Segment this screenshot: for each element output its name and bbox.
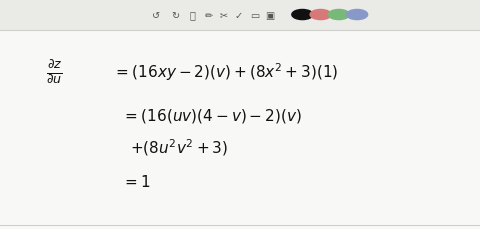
Text: ✏: ✏: [205, 11, 213, 20]
Text: ▣: ▣: [265, 11, 275, 20]
Text: ↺: ↺: [152, 11, 160, 20]
Bar: [0, 0, 480, 31]
Text: $= 1$: $= 1$: [122, 173, 151, 189]
Circle shape: [292, 10, 313, 20]
Text: ✓: ✓: [235, 11, 243, 20]
Text: ↻: ↻: [171, 11, 179, 20]
Text: $\frac{\partial z}{\partial u}$: $\frac{\partial z}{\partial u}$: [46, 58, 62, 86]
Text: ✂: ✂: [219, 11, 227, 20]
Text: $= (16(uv)(4-v)-2)(v)$: $= (16(uv)(4-v)-2)(v)$: [122, 107, 302, 125]
Circle shape: [347, 10, 368, 20]
Circle shape: [310, 10, 331, 20]
Text: $= (16xy-2)(v) + (8x^{2}+3)(1)$: $= (16xy-2)(v) + (8x^{2}+3)(1)$: [113, 61, 338, 83]
Text: ▭: ▭: [250, 11, 259, 20]
Text: $+ (8u^{2}v^{2}+3)$: $+ (8u^{2}v^{2}+3)$: [130, 136, 228, 157]
Circle shape: [328, 10, 349, 20]
Text: ⌕: ⌕: [189, 11, 195, 20]
